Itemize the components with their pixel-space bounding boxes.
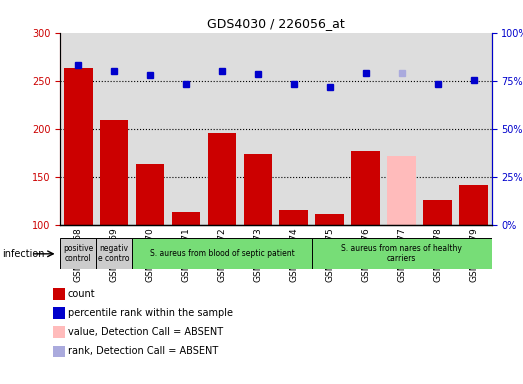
Text: S. aureus from nares of healthy
carriers: S. aureus from nares of healthy carriers: [342, 244, 462, 263]
Bar: [348, 33, 384, 225]
Text: count: count: [68, 289, 96, 299]
Bar: [276, 33, 312, 225]
Bar: [351, 151, 380, 225]
Bar: [456, 33, 492, 225]
Bar: [388, 157, 416, 225]
Bar: [96, 238, 132, 269]
Bar: [60, 33, 96, 225]
Bar: [423, 200, 452, 225]
Bar: [315, 214, 344, 225]
Bar: [172, 212, 200, 225]
Title: GDS4030 / 226056_at: GDS4030 / 226056_at: [207, 17, 345, 30]
Bar: [312, 33, 348, 225]
Bar: [244, 154, 272, 225]
Bar: [100, 120, 129, 225]
Bar: [204, 33, 240, 225]
Text: percentile rank within the sample: percentile rank within the sample: [68, 308, 233, 318]
Bar: [384, 33, 419, 225]
Bar: [132, 238, 312, 269]
Text: infection: infection: [3, 249, 45, 259]
Bar: [208, 134, 236, 225]
Bar: [96, 33, 132, 225]
Text: rank, Detection Call = ABSENT: rank, Detection Call = ABSENT: [68, 346, 218, 356]
Bar: [312, 238, 492, 269]
Bar: [135, 164, 164, 225]
Bar: [60, 238, 96, 269]
Bar: [279, 210, 308, 225]
Bar: [459, 185, 488, 225]
Text: positive
control: positive control: [63, 244, 93, 263]
Bar: [64, 68, 93, 225]
Bar: [419, 33, 456, 225]
Text: negativ
e contro: negativ e contro: [98, 244, 130, 263]
Text: value, Detection Call = ABSENT: value, Detection Call = ABSENT: [68, 327, 223, 337]
Text: S. aureus from blood of septic patient: S. aureus from blood of septic patient: [150, 249, 294, 258]
Bar: [132, 33, 168, 225]
Bar: [168, 33, 204, 225]
Bar: [240, 33, 276, 225]
